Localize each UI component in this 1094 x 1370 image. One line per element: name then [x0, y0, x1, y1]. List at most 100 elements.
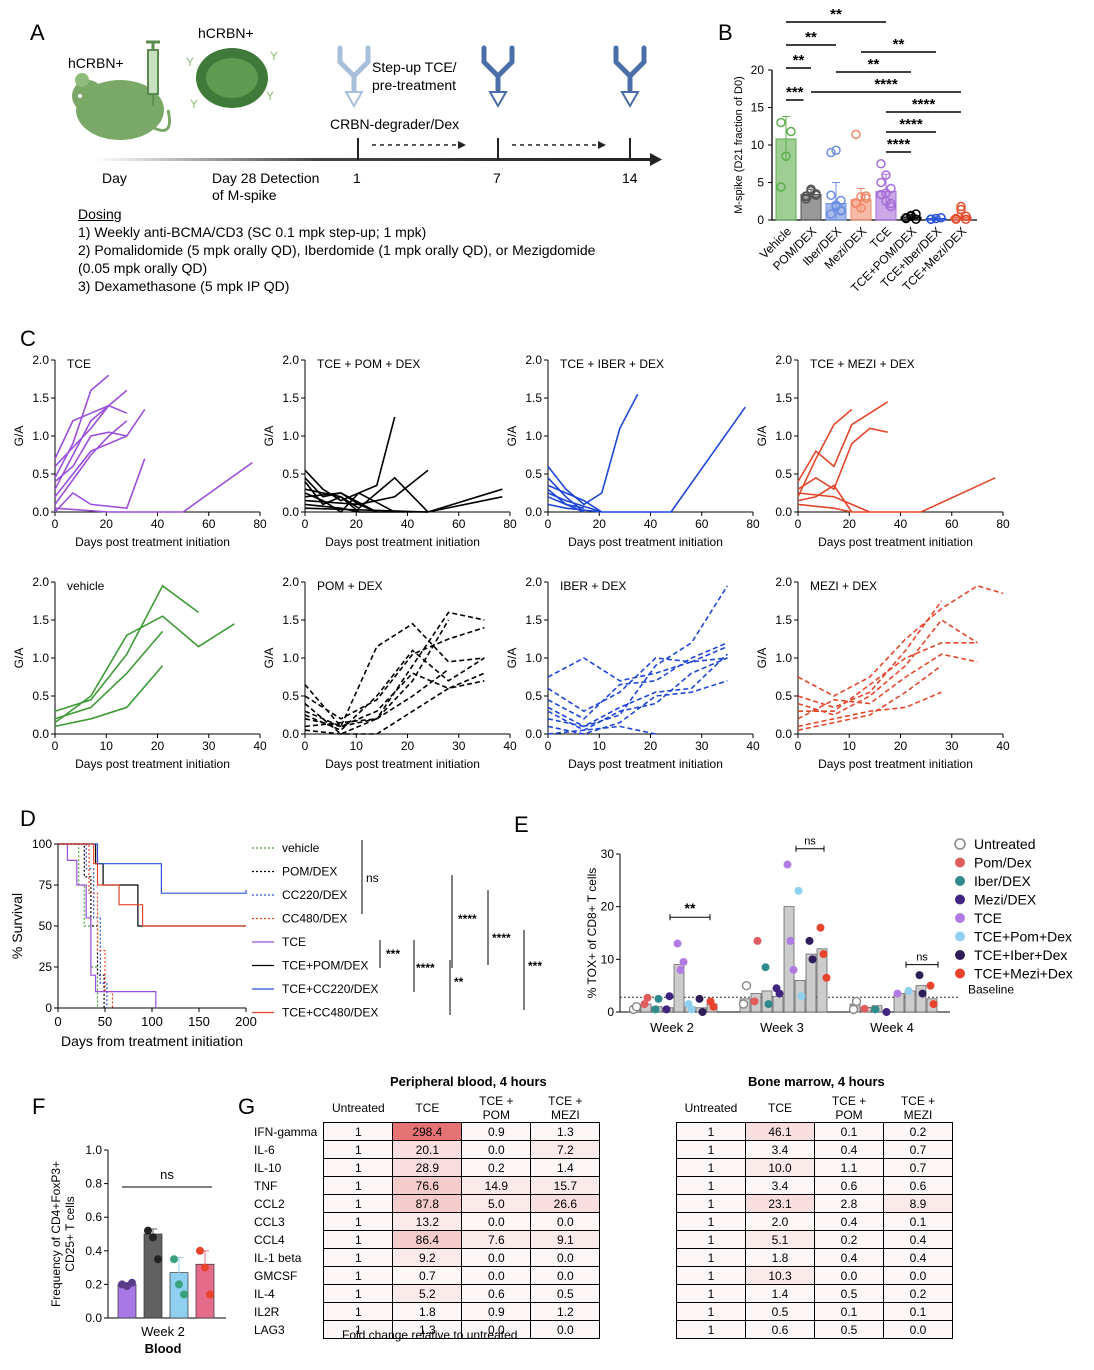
- c-x-tick-label: 40: [151, 517, 165, 531]
- c-y-tick-label: 1.0: [282, 429, 299, 443]
- e-point: [860, 1004, 869, 1013]
- f-y-tick-label: 0.4: [85, 1244, 102, 1258]
- table-cell: 0.1: [883, 1302, 953, 1321]
- svg-text:Y: Y: [190, 97, 198, 111]
- c-series-line: [304, 496, 503, 513]
- f-bar: [143, 1233, 163, 1319]
- b-y-axis-label: M-spike (D21 fraction of D0): [733, 76, 745, 214]
- table-cell: 76.6: [392, 1176, 463, 1195]
- panel-letter-b: B: [718, 20, 733, 45]
- e-point: [662, 1005, 671, 1014]
- c-x-tick-label: 60: [452, 517, 466, 531]
- e-y-tick-label: 0: [607, 1005, 614, 1019]
- table-cell: 0.4: [814, 1140, 884, 1159]
- c-series-line: [797, 691, 942, 728]
- table-row-label: IL-1 beta: [254, 1250, 302, 1265]
- table-cell: 1: [676, 1158, 746, 1177]
- table-row-label: IL2R: [254, 1304, 280, 1319]
- table-cell: 0.7: [392, 1266, 463, 1285]
- table-column-header: TCE: [768, 1101, 792, 1115]
- table-cell: 0.1: [814, 1122, 884, 1141]
- c-y-tick-label: 1.0: [282, 651, 299, 665]
- table-cell: 0.0: [461, 1140, 532, 1159]
- table-cell: 1: [323, 1194, 394, 1213]
- d-legend-label: TCE: [282, 935, 306, 949]
- c-y-tick-label: 1.0: [775, 429, 792, 443]
- table-row: 1 46.1 0.1 0.2: [676, 1122, 953, 1141]
- d-x-tick-label: 200: [235, 1014, 257, 1029]
- c-y-tick-label: 0.5: [282, 689, 299, 703]
- e-point: [929, 1000, 938, 1009]
- table-cell: 0.0: [461, 1248, 532, 1267]
- table-row-label: IL-10: [254, 1160, 282, 1175]
- c-subplot: 0.0 0.5 1.0 1.5 2.0 0 20 40 60 80 G/A Days post tre…: [262, 353, 517, 549]
- d-y-tick-label: 100: [32, 837, 52, 851]
- table-row: CCL4 1 86.4 7.6 9.1: [250, 1230, 601, 1249]
- c-y-tick-label: 1.0: [525, 651, 542, 665]
- e-category-label: Week 4: [870, 1020, 914, 1035]
- c-subplot-title: TCE: [67, 357, 91, 371]
- c-x-tick-label: 60: [202, 517, 216, 531]
- d-y-tick-label: 25: [39, 960, 53, 974]
- table-cell: 15.7: [530, 1176, 601, 1195]
- e-point: [871, 1005, 880, 1014]
- c-series-line: [304, 622, 485, 728]
- c-subplot: 0.0 0.5 1.0 1.5 2.0 0 10 20 30 40 G/A Days post tre…: [755, 575, 1010, 771]
- e-baseline-label: Baseline: [968, 982, 1014, 996]
- c-x-tick-label: 40: [503, 739, 517, 753]
- table-row: IL-10 1 28.9 0.2 1.4: [250, 1158, 601, 1177]
- mouse-label-2: hCRBN+: [198, 25, 254, 41]
- b-point: [876, 177, 886, 188]
- table-cell: 0.0: [814, 1266, 884, 1285]
- c-series-line: [54, 584, 199, 712]
- e-legend-marker: [955, 968, 965, 979]
- table-column-header: TCE + MEZI: [900, 1094, 936, 1122]
- c-series-line: [797, 584, 1004, 697]
- c-x-tick-label: 60: [945, 517, 959, 531]
- table-cell: 28.9: [392, 1158, 463, 1177]
- c-series-line: [304, 668, 449, 728]
- table-cell: 1: [323, 1140, 394, 1159]
- e-significance-label: **: [685, 900, 696, 916]
- table-cell: 0.2: [814, 1230, 884, 1249]
- antibody-icon-dark-day14: [613, 45, 647, 109]
- b-point: [961, 211, 971, 221]
- c-y-tick-label: 2.0: [775, 575, 792, 589]
- e-legend-marker: [955, 931, 965, 942]
- tumor-icon: Y Y Y Y: [186, 48, 278, 111]
- c-subplot: 0.0 0.5 1.0 1.5 2.0 0 20 40 60 80 G/A Days post tre…: [755, 353, 1010, 549]
- table-cell: 5.1: [745, 1230, 815, 1249]
- f-point: [180, 1290, 188, 1299]
- f-point: [201, 1263, 209, 1272]
- c-subplot-title: TCE + IBER + DEX: [560, 357, 664, 371]
- f-point: [149, 1233, 157, 1242]
- table-row: GMCSF 1 0.7 0.0 0.0: [250, 1266, 601, 1285]
- c-series-line: [304, 469, 429, 506]
- c-x-tick-label: 20: [100, 517, 114, 531]
- table-column-header: TCE + POM: [479, 1094, 514, 1122]
- c-subplot-title: TCE + MEZI + DEX: [810, 357, 915, 371]
- table-title-blood: Peripheral blood, 4 hours: [390, 1074, 547, 1089]
- e-legend-label: TCE+Iber+Dex: [974, 947, 1067, 963]
- c-series-line: [547, 725, 656, 735]
- c-series-line: [54, 458, 146, 513]
- dosing-line-4: 3) Dexamethasone (5 mpk IP QD): [78, 278, 290, 294]
- b-point: [776, 117, 786, 128]
- table-cell: 9.2: [392, 1248, 463, 1267]
- tick-label-1: 1: [353, 170, 361, 186]
- c-y-axis-label: G/A: [505, 426, 519, 447]
- table-row: IL2R 1 1.8 0.9 1.2: [250, 1302, 601, 1321]
- e-y-axis-label: % TOX+ of CD8+ T cells: [585, 868, 599, 999]
- table-cell: 0.6: [883, 1176, 953, 1195]
- c-x-tick-label: 20: [843, 517, 857, 531]
- e-point: [679, 957, 688, 966]
- c-y-axis-label: G/A: [262, 648, 276, 669]
- e-point: [822, 973, 831, 982]
- c-y-tick-label: 1.5: [32, 613, 49, 627]
- table-cell: 0.5: [814, 1284, 884, 1303]
- c-series-line: [547, 393, 639, 506]
- c-series-line: [797, 427, 888, 491]
- c-x-axis-label: Days post treatment initiation: [75, 757, 230, 771]
- f-y-tick-label: 0.8: [85, 1177, 102, 1191]
- c-y-tick-label: 2.0: [282, 575, 299, 589]
